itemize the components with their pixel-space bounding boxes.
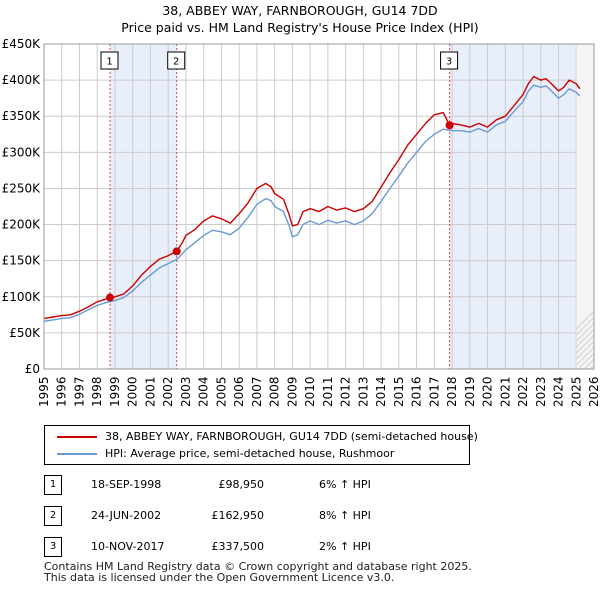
chart-title-line-1: 38, ABBEY WAY, FARNBOROUGH, GU14 7DD [162,3,437,18]
x-tick-label: 1997 [72,376,86,407]
y-tick-label: £300K [2,145,42,159]
x-tick-label: 2015 [392,376,406,407]
x-tick-label: 2005 [214,376,228,407]
transaction-hpi-change: 2% ↑ HPI [319,540,371,553]
ownership-shade [449,44,577,369]
sale-number-box [100,51,119,70]
x-tick-label: 2016 [410,376,424,407]
legend: 38, ABBEY WAY, FARNBOROUGH, GU14 7DD (se… [44,425,478,465]
x-tick-label: 2012 [339,376,353,407]
y-tick-label: £250K [2,181,42,195]
ownership-shade [110,44,177,369]
transaction-number-badge: 2 [44,506,62,526]
transaction-row: 2 24-JUN-2002 £162,950 8% ↑ HPI [44,505,464,527]
sale-number-label: 1 [106,57,112,68]
x-tick-label: 2002 [161,376,175,407]
forecast-hatch-line [576,310,594,330]
legend-property-label: 38, ABBEY WAY, FARNBOROUGH, GU14 7DD (se… [105,430,478,443]
x-tick-label: 2025 [569,376,583,407]
sale-number-label: 3 [446,57,452,68]
legend-hpi-line [57,453,97,455]
x-tick-label: 2008 [268,376,282,407]
transaction-price: £337,500 [211,540,265,553]
y-tick-label: £0 [25,362,40,376]
x-tick-label: 2009 [285,376,299,407]
x-tick-label: 1996 [55,376,69,407]
sale-point [172,247,181,256]
x-tick-label: 2000 [126,376,140,407]
x-tick-label: 2019 [463,376,477,407]
footer-attribution: Contains HM Land Registry data © Crown c… [44,561,472,583]
x-tick-label: 2024 [552,376,566,407]
sale-point [445,121,454,130]
x-tick-label: 1995 [37,376,51,407]
legend-property-line [57,436,97,438]
x-tick-label: 2004 [197,376,211,407]
chart-title-line-2: Price paid vs. HM Land Registry's House … [121,20,478,35]
price-chart: 38, ABBEY WAY, FARNBOROUGH, GU14 7DD Pri… [2,3,600,407]
y-tick-label: £100K [2,290,42,304]
transaction-number-badge: 1 [44,475,62,495]
y-tick-label: £400K [2,73,42,87]
x-tick-label: 2023 [534,376,548,407]
x-tick-label: 2010 [303,376,317,407]
sale-number-label: 2 [173,57,179,68]
sale-point [106,293,114,302]
transaction-date: 10-NOV-2017 [91,540,165,553]
x-tick-label: 2017 [427,376,441,407]
property-series-line [43,75,581,320]
x-tick-label: 2011 [321,376,335,407]
transaction-date: 18-SEP-1998 [91,478,162,491]
forecast-hatch-line [596,44,600,369]
transaction-number-badge: 3 [44,537,62,557]
footer-copyright: Contains HM Land Registry data © Crown c… [44,560,472,573]
legend-hpi-label: HPI: Average price, semi-detached house,… [105,447,395,460]
transaction-price: £162,950 [211,509,265,522]
y-tick-label: £50K [9,326,41,340]
transaction-row: 3 10-NOV-2017 £337,500 2% ↑ HPI [44,536,464,558]
x-tick-label: 2014 [374,376,388,407]
x-tick-label: 1999 [108,376,122,407]
footer-licence: This data is licensed under the Open Gov… [44,571,395,584]
transaction-price: £98,950 [218,478,265,491]
x-tick-label: 2007 [250,376,264,407]
x-tick-label: 2026 [587,376,600,407]
plot-area-frame [43,43,595,370]
x-tick-label: 2022 [516,376,530,407]
x-tick-label: 2021 [498,376,512,407]
x-tick-label: 2006 [232,376,246,407]
y-tick-label: £350K [2,109,42,123]
transaction-row: 1 18-SEP-1998 £98,950 6% ↑ HPI [44,474,464,496]
x-tick-label: 2001 [143,376,157,407]
x-tick-label: 1998 [90,376,104,407]
x-tick-label: 2020 [481,376,495,407]
x-tick-label: 2003 [179,376,193,407]
transaction-date: 24-JUN-2002 [91,509,162,522]
x-tick-label: 2013 [356,376,370,407]
y-tick-label: £150K [2,254,42,268]
hpi-series-line [43,84,581,322]
transaction-hpi-change: 8% ↑ HPI [319,509,371,522]
sale-number-box [167,51,186,70]
y-tick-label: £450K [2,37,42,51]
forecast-region [576,44,594,369]
transaction-hpi-change: 6% ↑ HPI [319,478,371,491]
sale-number-box [440,51,459,70]
x-tick-label: 2018 [445,376,459,407]
y-tick-label: £200K [2,218,42,232]
